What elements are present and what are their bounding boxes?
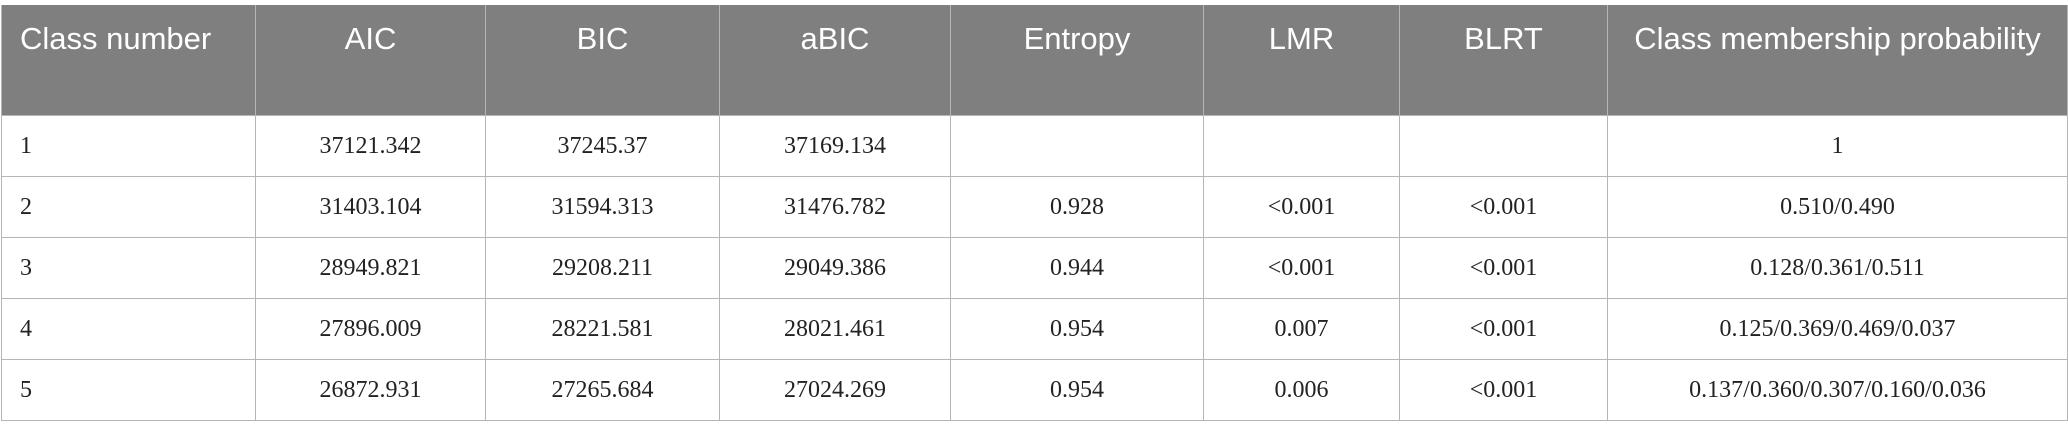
table-cell: 37169.134 (719, 115, 951, 177)
header-cell: Class number (1, 5, 256, 116)
table-body: 1 37121.342 37245.37 37169.134 1 2 31403.104 31… (1, 115, 2068, 421)
header-cell: BLRT (1399, 5, 1608, 116)
header-cell: LMR (1203, 5, 1400, 116)
header-row: Class number AIC BIC aBIC Entropy LMR BLRT Clas… (1, 5, 2068, 116)
table-row: 4 27896.009 28221.581 28021.461 0.954 0.007 <0… (1, 298, 2068, 360)
results-table: Class number AIC BIC aBIC Entropy LMR BLRT Clas… (1, 5, 2068, 421)
table-row: 3 28949.821 29208.211 29049.386 0.944 <0.001 <… (1, 237, 2068, 299)
table-cell: 0.128/0.361/0.511 (1607, 237, 2068, 299)
table-cell: 0.510/0.490 (1607, 176, 2068, 238)
table-cell: 26872.931 (255, 359, 486, 421)
table-cell: 29208.211 (485, 237, 720, 299)
page: Class number AIC BIC aBIC Entropy LMR BLRT Clas… (0, 5, 2068, 442)
table-cell: 0.954 (950, 359, 1204, 421)
table-cell (1203, 115, 1400, 177)
table-cell: 0.137/0.360/0.307/0.160/0.036 (1607, 359, 2068, 421)
table-cell: 37121.342 (255, 115, 486, 177)
table-cell (950, 115, 1204, 177)
table-cell: <0.001 (1399, 176, 1608, 238)
table-cell: 2 (1, 176, 256, 238)
table-cell: 27896.009 (255, 298, 486, 360)
table-cell: 37245.37 (485, 115, 720, 177)
table-cell: <0.001 (1203, 176, 1400, 238)
header-cell: Class membership probability (1607, 5, 2068, 116)
table-cell: 0.944 (950, 237, 1204, 299)
table-cell: <0.001 (1399, 298, 1608, 360)
header-cell: BIC (485, 5, 720, 116)
table-cell: 0.954 (950, 298, 1204, 360)
table-cell: 1 (1607, 115, 2068, 177)
table-cell: <0.001 (1399, 359, 1608, 421)
header-cell: AIC (255, 5, 486, 116)
table-cell: 0.928 (950, 176, 1204, 238)
table-cell: 0.006 (1203, 359, 1400, 421)
table-row: 2 31403.104 31594.313 31476.782 0.928 <0.001 <… (1, 176, 2068, 238)
table-cell: 1 (1, 115, 256, 177)
table-row: 1 37121.342 37245.37 37169.134 1 (1, 115, 2068, 177)
table-cell: 31594.313 (485, 176, 720, 238)
table-cell: 31476.782 (719, 176, 951, 238)
table-row: 5 26872.931 27265.684 27024.269 0.954 0.006 <0… (1, 359, 2068, 421)
table-cell (1399, 115, 1608, 177)
table-cell: 29049.386 (719, 237, 951, 299)
table-cell: 28021.461 (719, 298, 951, 360)
table-cell: 5 (1, 359, 256, 421)
header-cell: Entropy (950, 5, 1204, 116)
table-cell: <0.001 (1399, 237, 1608, 299)
table-cell: 4 (1, 298, 256, 360)
table-cell: 27265.684 (485, 359, 720, 421)
table-cell: <0.001 (1203, 237, 1400, 299)
header-cell: aBIC (719, 5, 951, 116)
table-cell: 3 (1, 237, 256, 299)
table-cell: 0.007 (1203, 298, 1400, 360)
table-cell: 27024.269 (719, 359, 951, 421)
table-cell: 0.125/0.369/0.469/0.037 (1607, 298, 2068, 360)
table-cell: 28221.581 (485, 298, 720, 360)
table-cell: 31403.104 (255, 176, 486, 238)
table-cell: 28949.821 (255, 237, 486, 299)
